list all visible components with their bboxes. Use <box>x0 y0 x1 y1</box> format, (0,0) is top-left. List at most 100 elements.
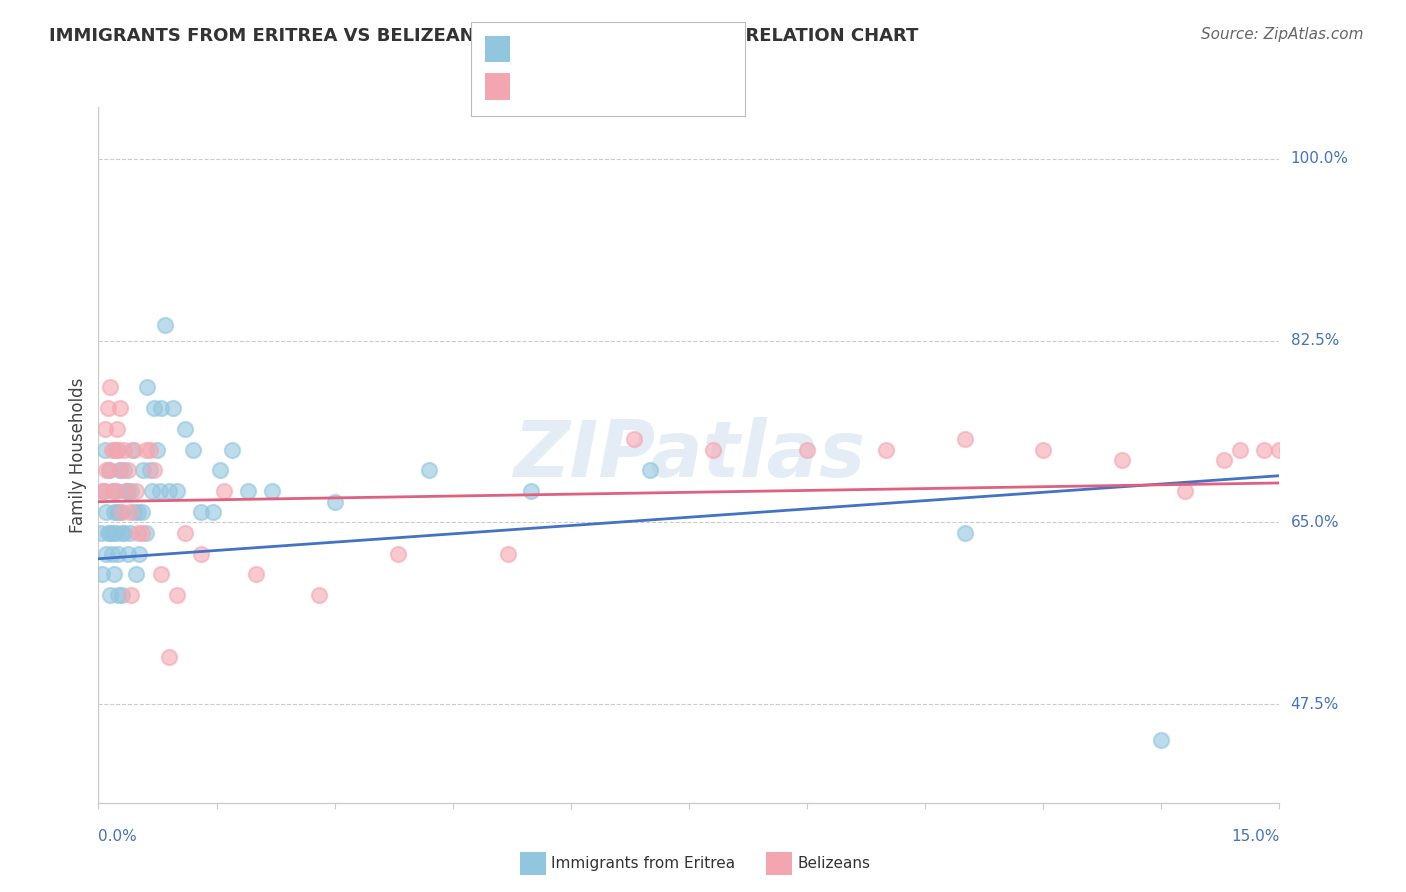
Point <box>387 547 409 561</box>
Point <box>1268 442 1291 457</box>
Point <box>118 505 141 519</box>
Point <box>90 484 112 499</box>
Point <box>97 463 120 477</box>
Point <box>142 463 165 477</box>
Point <box>105 422 128 436</box>
Point <box>121 442 143 457</box>
Point <box>103 442 125 457</box>
Y-axis label: Family Households: Family Households <box>69 377 87 533</box>
Text: 47.5%: 47.5% <box>1291 697 1339 712</box>
Text: Source: ZipAtlas.com: Source: ZipAtlas.com <box>1201 27 1364 42</box>
Point <box>1111 453 1133 467</box>
Text: 15.0%: 15.0% <box>1232 829 1279 844</box>
Point <box>97 525 120 540</box>
Point <box>150 567 173 582</box>
Point <box>135 442 157 457</box>
Point <box>245 567 267 582</box>
Point <box>125 484 148 499</box>
Point <box>1213 453 1236 467</box>
Point <box>97 401 120 416</box>
Point <box>201 505 224 519</box>
Point <box>136 380 159 394</box>
Point <box>101 484 124 499</box>
Point <box>1292 442 1315 457</box>
Point <box>323 494 346 508</box>
Point <box>93 484 115 499</box>
Point <box>135 525 157 540</box>
Point <box>157 650 180 665</box>
Point <box>101 525 124 540</box>
Point <box>190 547 212 561</box>
Point <box>97 463 120 477</box>
Point <box>107 547 129 561</box>
Point <box>1032 442 1054 457</box>
Text: 65.0%: 65.0% <box>1291 515 1339 530</box>
Point <box>107 588 129 602</box>
Point <box>115 484 138 499</box>
Point <box>1150 733 1173 747</box>
Point <box>121 484 143 499</box>
Point <box>111 588 134 602</box>
Point <box>520 484 543 499</box>
Point <box>98 525 121 540</box>
Point <box>131 525 153 540</box>
Point <box>953 433 976 447</box>
Point <box>104 525 127 540</box>
Point <box>875 442 897 457</box>
Point <box>142 401 165 416</box>
Point <box>138 442 160 457</box>
Point <box>127 505 149 519</box>
Point <box>1284 433 1306 447</box>
Point <box>101 484 124 499</box>
Point <box>174 525 197 540</box>
Text: 0.0%: 0.0% <box>98 829 138 844</box>
Point <box>181 442 204 457</box>
Point <box>90 525 112 540</box>
Point <box>96 463 118 477</box>
Point <box>157 484 180 499</box>
Point <box>111 505 134 519</box>
Point <box>174 422 197 436</box>
Point <box>150 401 173 416</box>
Point <box>146 442 169 457</box>
Point <box>104 484 127 499</box>
Point <box>190 505 212 519</box>
Text: 100.0%: 100.0% <box>1291 152 1348 167</box>
Text: ZIPatlas: ZIPatlas <box>513 417 865 493</box>
Point <box>122 505 145 519</box>
Point <box>1229 442 1251 457</box>
Point <box>141 484 163 499</box>
Point <box>110 463 132 477</box>
Text: Belizeans: Belizeans <box>797 856 870 871</box>
Point <box>155 318 177 332</box>
Point <box>93 484 115 499</box>
Point <box>166 588 188 602</box>
Text: R = 0.087   N = 65: R = 0.087 N = 65 <box>524 40 682 58</box>
Point <box>1277 442 1299 457</box>
Point <box>128 547 150 561</box>
Point <box>796 442 818 457</box>
Point <box>110 463 132 477</box>
Point <box>418 463 440 477</box>
Point <box>101 547 124 561</box>
Point <box>104 484 127 499</box>
Point <box>623 433 645 447</box>
Point <box>96 505 118 519</box>
Point <box>953 525 976 540</box>
Point <box>260 484 283 499</box>
Point <box>112 442 135 457</box>
Point <box>166 484 188 499</box>
Point <box>132 463 155 477</box>
Point <box>93 442 115 457</box>
Point <box>103 505 125 519</box>
Point <box>112 525 135 540</box>
Point <box>98 380 121 394</box>
Point <box>236 484 259 499</box>
Point <box>702 442 724 457</box>
Point <box>101 442 124 457</box>
Point <box>108 401 131 416</box>
Text: 82.5%: 82.5% <box>1291 334 1339 348</box>
Point <box>209 463 232 477</box>
Point <box>96 547 118 561</box>
Point <box>1174 484 1197 499</box>
